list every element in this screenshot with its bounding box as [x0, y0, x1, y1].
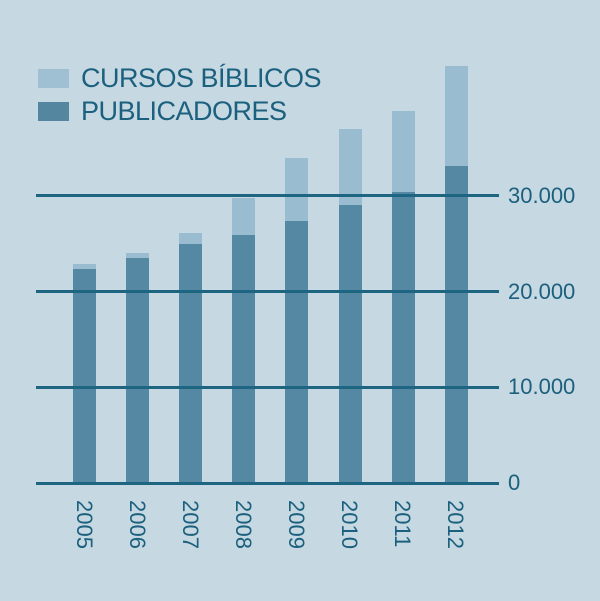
gridline-10000	[36, 385, 499, 389]
x-axis-label-2006: 2006	[124, 500, 150, 549]
x-axis-label-2011: 2011	[390, 500, 416, 548]
legend-item-publicadores: PUBLICADORES	[38, 95, 321, 128]
bar-publicadores-2011	[391, 192, 415, 484]
legend-label-publicadores: PUBLICADORES	[81, 96, 287, 126]
legend: CURSOS BÍBLICOS PUBLICADORES	[38, 62, 322, 128]
bar-publicadores-2012	[444, 166, 468, 484]
x-axis-label-2005: 2005	[71, 500, 97, 549]
y-axis-label-0: 0	[508, 470, 521, 495]
x-axis-label-2008: 2008	[230, 500, 256, 549]
bar-publicadores-2008	[232, 235, 256, 484]
x-axis-label-2012: 2012	[443, 500, 469, 549]
y-axis-label-10000: 10.000	[508, 374, 576, 400]
bar-publicadores-2006	[126, 258, 150, 484]
gridline-0	[36, 481, 499, 485]
gridline-30000	[36, 194, 499, 198]
y-axis-label-20000: 20.000	[508, 278, 576, 304]
bar-publicadores-2009	[285, 220, 309, 484]
bar-publicadores-2010	[338, 205, 362, 484]
legend-swatch-cursos-biblicos-icon	[38, 69, 69, 88]
x-axis-label-2009: 2009	[283, 500, 309, 549]
legend-swatch-publicadores-icon	[38, 102, 69, 121]
x-axis-label-2007: 2007	[177, 500, 203, 549]
bar-publicadores-2005	[73, 268, 96, 484]
legend-item-cursos-biblicos: CURSOS BÍBLICOS	[38, 62, 322, 95]
gridline-20000	[36, 290, 499, 294]
x-axis-label-2010: 2010	[337, 500, 362, 549]
legend-label-cursos-biblicos: CURSOS BÍBLICOS	[81, 63, 322, 93]
y-axis-label-30000: 30.000	[508, 182, 576, 208]
bar-publicadores-2007	[179, 243, 203, 484]
